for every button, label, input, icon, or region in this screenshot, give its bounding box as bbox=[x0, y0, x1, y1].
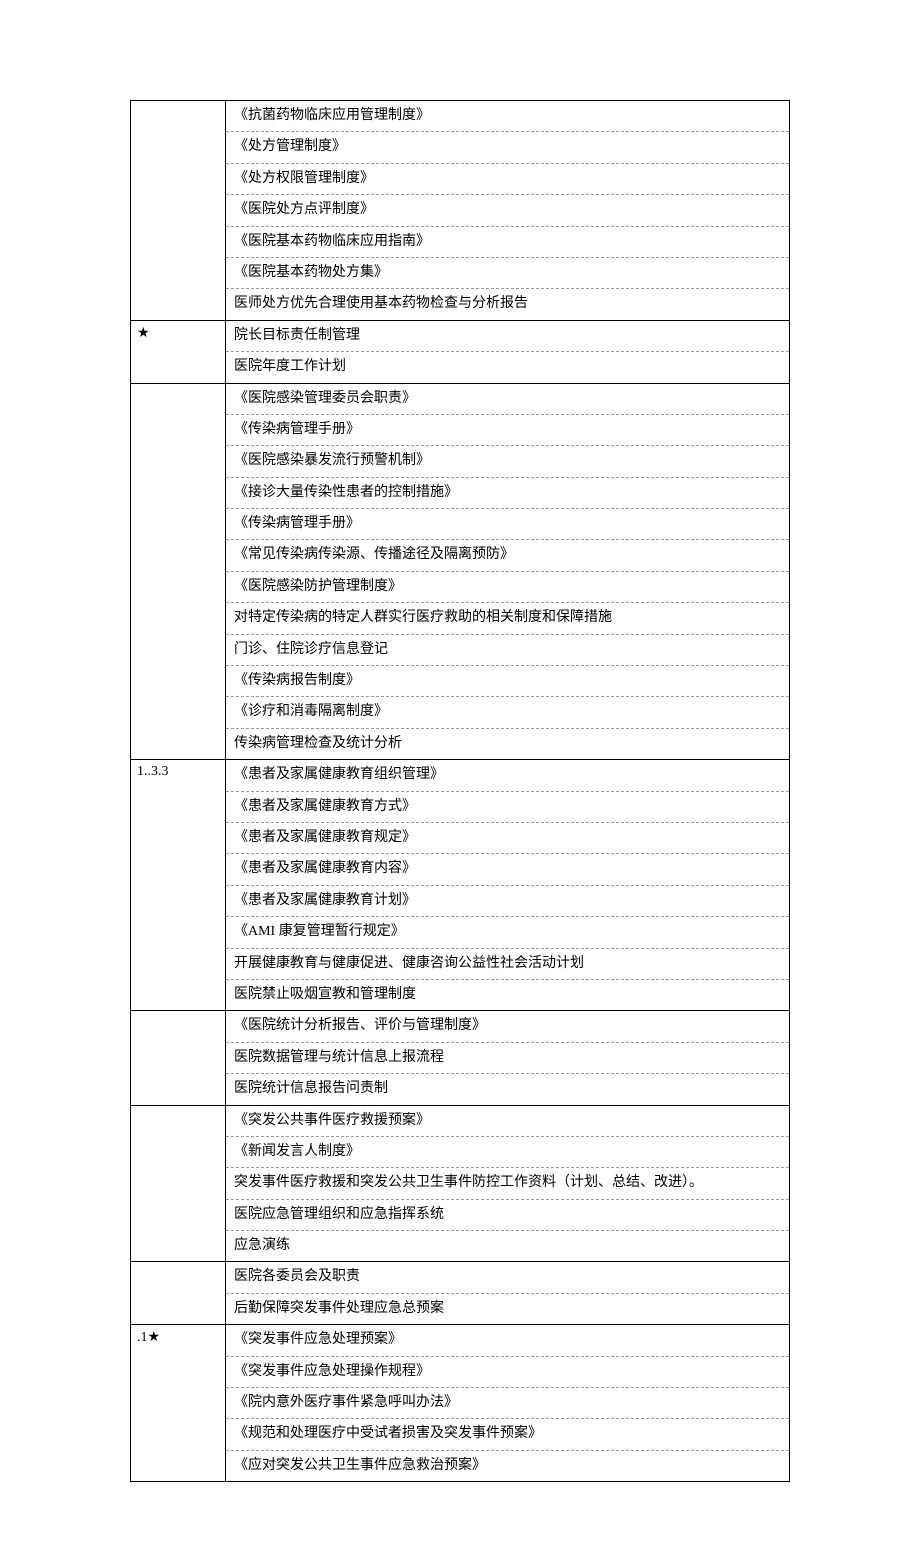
list-item: 《处方权限管理制度》 bbox=[226, 164, 789, 195]
list-item: 《接诊大量传染性患者的控制措施》 bbox=[226, 478, 789, 509]
list-item: 《医院基本药物处方集》 bbox=[226, 258, 789, 289]
table-section: 1..3.3《患者及家属健康教育组织管理》《患者及家属健康教育方式》《患者及家属… bbox=[131, 760, 789, 1011]
list-item: 医院数据管理与统计信息上报流程 bbox=[226, 1043, 789, 1074]
section-content: 《患者及家属健康教育组织管理》《患者及家属健康教育方式》《患者及家属健康教育规定… bbox=[226, 760, 789, 1010]
section-label bbox=[131, 101, 226, 320]
list-item: 《医院感染暴发流行预警机制》 bbox=[226, 446, 789, 477]
list-item: 医院年度工作计划 bbox=[226, 352, 789, 382]
list-item: 医院应急管理组织和应急指挥系统 bbox=[226, 1200, 789, 1231]
table-section: ★院长目标责任制管理医院年度工作计划 bbox=[131, 321, 789, 384]
list-item: 《患者及家属健康教育组织管理》 bbox=[226, 760, 789, 791]
list-item: 《医院基本药物临床应用指南》 bbox=[226, 227, 789, 258]
list-item: 《传染病管理手册》 bbox=[226, 509, 789, 540]
list-item: 门诊、住院诊疗信息登记 bbox=[226, 635, 789, 666]
section-content: 《突发公共事件医疗救援预案》《新闻发言人制度》突发事件医疗救援和突发公共卫生事件… bbox=[226, 1106, 789, 1262]
list-item: 医师处方优先合理使用基本药物检查与分析报告 bbox=[226, 289, 789, 319]
list-item: 《诊疗和消毒隔离制度》 bbox=[226, 697, 789, 728]
table-section: 《突发公共事件医疗救援预案》《新闻发言人制度》突发事件医疗救援和突发公共卫生事件… bbox=[131, 1106, 789, 1263]
list-item: 《AMI 康复管理暂行规定》 bbox=[226, 917, 789, 948]
table-section: 《抗菌药物临床应用管理制度》《处方管理制度》《处方权限管理制度》《医院处方点评制… bbox=[131, 101, 789, 321]
section-content: 《突发事件应急处理预案》《突发事件应急处理操作规程》《院内意外医疗事件紧急呼叫办… bbox=[226, 1325, 789, 1481]
section-content: 医院各委员会及职责后勤保障突发事件处理应急总预案 bbox=[226, 1262, 789, 1324]
list-item: 开展健康教育与健康促进、健康咨询公益性社会活动计划 bbox=[226, 949, 789, 980]
list-item: 《院内意外医疗事件紧急呼叫办法》 bbox=[226, 1388, 789, 1419]
section-content: 《医院统计分析报告、评价与管理制度》医院数据管理与统计信息上报流程医院统计信息报… bbox=[226, 1011, 789, 1104]
section-label: ★ bbox=[131, 321, 226, 383]
list-item: 《规范和处理医疗中受试者损害及突发事件预案》 bbox=[226, 1419, 789, 1450]
section-content: 院长目标责任制管理医院年度工作计划 bbox=[226, 321, 789, 383]
list-item: 医院统计信息报告问责制 bbox=[226, 1074, 789, 1104]
list-item: 《患者及家属健康教育计划》 bbox=[226, 886, 789, 917]
section-label: .1★ bbox=[131, 1325, 226, 1481]
table-section: 《医院感染管理委员会职责》《传染病管理手册》《医院感染暴发流行预警机制》《接诊大… bbox=[131, 384, 789, 761]
section-content: 《医院感染管理委员会职责》《传染病管理手册》《医院感染暴发流行预警机制》《接诊大… bbox=[226, 384, 789, 760]
list-item: 《抗菌药物临床应用管理制度》 bbox=[226, 101, 789, 132]
section-label bbox=[131, 1262, 226, 1324]
list-item: 《突发事件应急处理操作规程》 bbox=[226, 1357, 789, 1388]
list-item: 《新闻发言人制度》 bbox=[226, 1137, 789, 1168]
section-label bbox=[131, 1106, 226, 1262]
list-item: 《医院感染防护管理制度》 bbox=[226, 572, 789, 603]
list-item: 《患者及家属健康教育内容》 bbox=[226, 854, 789, 885]
list-item: 后勤保障突发事件处理应急总预案 bbox=[226, 1294, 789, 1324]
section-label bbox=[131, 1011, 226, 1104]
document-table: 《抗菌药物临床应用管理制度》《处方管理制度》《处方权限管理制度》《医院处方点评制… bbox=[130, 100, 790, 1482]
list-item: 《应对突发公共卫生事件应急救治预案》 bbox=[226, 1451, 789, 1481]
list-item: 《医院感染管理委员会职责》 bbox=[226, 384, 789, 415]
list-item: 医院禁止吸烟宣教和管理制度 bbox=[226, 980, 789, 1010]
table-section: .1★《突发事件应急处理预案》《突发事件应急处理操作规程》《院内意外医疗事件紧急… bbox=[131, 1325, 789, 1481]
list-item: 《常见传染病传染源、传播途径及隔离预防》 bbox=[226, 540, 789, 571]
section-label: 1..3.3 bbox=[131, 760, 226, 1010]
list-item: 《处方管理制度》 bbox=[226, 132, 789, 163]
section-content: 《抗菌药物临床应用管理制度》《处方管理制度》《处方权限管理制度》《医院处方点评制… bbox=[226, 101, 789, 320]
section-label bbox=[131, 384, 226, 760]
list-item: 《医院统计分析报告、评价与管理制度》 bbox=[226, 1011, 789, 1042]
table-section: 《医院统计分析报告、评价与管理制度》医院数据管理与统计信息上报流程医院统计信息报… bbox=[131, 1011, 789, 1105]
list-item: 传染病管理检查及统计分析 bbox=[226, 729, 789, 759]
table-section: 医院各委员会及职责后勤保障突发事件处理应急总预案 bbox=[131, 1262, 789, 1325]
list-item: 对特定传染病的特定人群实行医疗救助的相关制度和保障措施 bbox=[226, 603, 789, 634]
list-item: 《突发公共事件医疗救援预案》 bbox=[226, 1106, 789, 1137]
list-item: 《传染病报告制度》 bbox=[226, 666, 789, 697]
list-item: 《突发事件应急处理预案》 bbox=[226, 1325, 789, 1356]
list-item: 《医院处方点评制度》 bbox=[226, 195, 789, 226]
list-item: 《患者及家属健康教育方式》 bbox=[226, 792, 789, 823]
list-item: 《传染病管理手册》 bbox=[226, 415, 789, 446]
list-item: 医院各委员会及职责 bbox=[226, 1262, 789, 1293]
list-item: 突发事件医疗救援和突发公共卫生事件防控工作资料（计划、总结、改进）。 bbox=[226, 1168, 789, 1199]
list-item: 院长目标责任制管理 bbox=[226, 321, 789, 352]
list-item: 《患者及家属健康教育规定》 bbox=[226, 823, 789, 854]
list-item: 应急演练 bbox=[226, 1231, 789, 1261]
